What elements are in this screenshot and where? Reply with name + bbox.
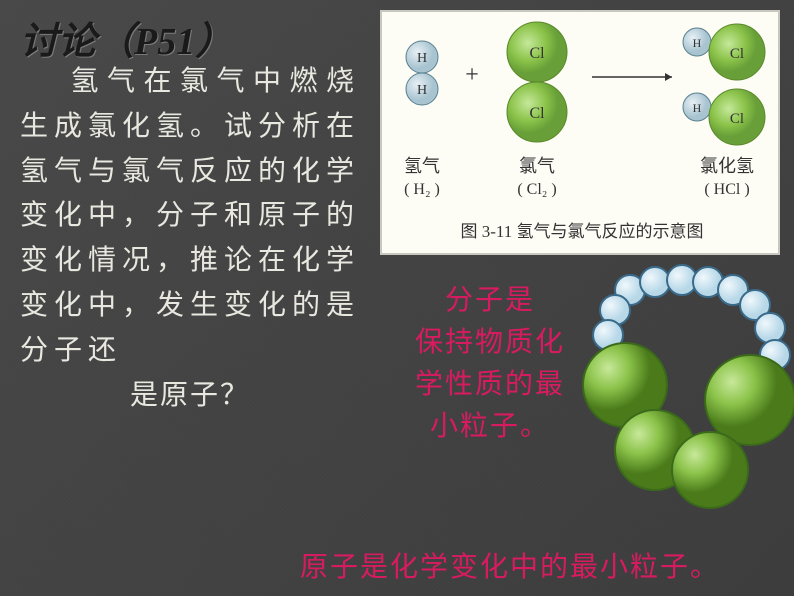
h2-formula: ( H₂ ) [404, 181, 440, 198]
cl-label: Cl [730, 111, 744, 127]
body-paragraph: 氢气在氯气中燃烧生成氯化氢。试分析在氢气与氯气反应的化学变化中，分子和原子的变化… [20, 60, 360, 418]
hcl-molecule-2: H Cl [683, 89, 765, 145]
cl2-formula: ( Cl₂ ) [517, 181, 556, 198]
red1-l2: 保持物质化 [415, 327, 565, 358]
diagram-svg: H H + Cl Cl H Cl H Cl 氢气 ( [382, 12, 782, 257]
hcl-name: 氯化氢 [700, 156, 754, 176]
cl2-molecule: Cl Cl [507, 22, 567, 142]
red1-l4: 小粒子。 [430, 411, 550, 442]
molecule-chain-graphic [570, 260, 794, 520]
cl-label: Cl [730, 46, 744, 62]
cl-label: Cl [529, 45, 545, 62]
plus-sign: + [465, 62, 479, 88]
h2-name: 氢气 [404, 156, 440, 176]
body-last: 是原子？ [20, 374, 360, 419]
hcl-formula: ( HCl ) [704, 181, 749, 198]
h2-molecule: H H [406, 41, 438, 105]
cl-label: Cl [529, 105, 545, 122]
molecule-definition: 分子是 保持物质化 学性质的最 小粒子。 [380, 280, 600, 448]
h-label: H [417, 83, 427, 98]
cl2-name: 氯气 [519, 156, 555, 176]
atom-definition: 原子是化学变化中的最小粒子。 [300, 545, 720, 585]
body-main: 氢气在氯气中燃烧生成氯化氢。试分析在氢气与氯气反应的化学变化中，分子和原子的变化… [20, 66, 360, 366]
red1-l1: 分子是 [445, 285, 535, 316]
red1-l3: 学性质的最 [415, 369, 565, 400]
hcl-molecule-1: H Cl [683, 24, 765, 80]
h-label: H [693, 36, 702, 50]
h-label: H [693, 101, 702, 115]
discussion-title: 讨论（P51） [20, 10, 233, 65]
reaction-diagram: H H + Cl Cl H Cl H Cl 氢气 ( [380, 10, 780, 255]
diagram-caption: 图 3-11 氢气与氯气反应的示意图 [460, 222, 703, 241]
arrow-head [665, 73, 672, 81]
h-label: H [417, 51, 427, 66]
